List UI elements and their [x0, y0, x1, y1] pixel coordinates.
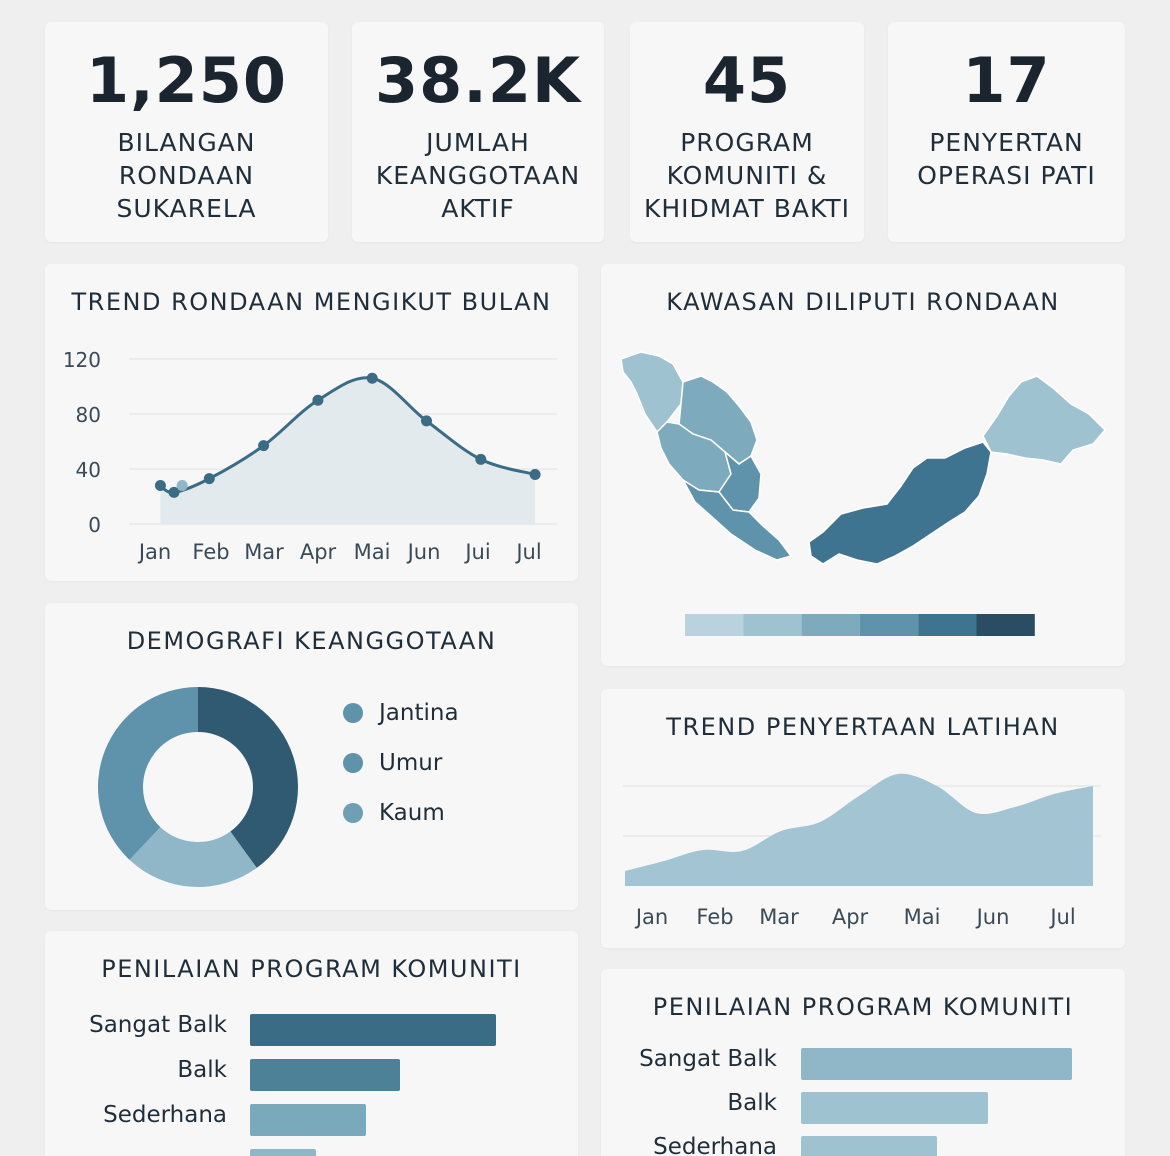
x-tick-label: Apr: [832, 905, 869, 929]
data-point: [154, 480, 166, 491]
legend-dot: [343, 703, 363, 723]
map-region-sabah: [982, 375, 1107, 465]
penilaian-right-card: PENILAIAN PROGRAM KOMUNITI Sangat Balk Ba…: [601, 969, 1125, 1156]
bar-label: Sederhana: [103, 1102, 227, 1128]
card-title: TREND PENYERTAAN LATIHAN: [666, 713, 1060, 741]
penilaian-left-card: PENILAIAN PROGRAM KOMUNITI Sangat Balk Ba…: [45, 931, 578, 1156]
bar-label: Sangat Balk: [89, 1012, 227, 1038]
x-tick-label: Feb: [696, 905, 733, 929]
x-tick-label: Jan: [137, 540, 171, 564]
line-chart: 0 40 80 120 Jan Feb Mar Apr Mai Jun Jui Jul: [63, 348, 557, 564]
bar-label: Balk: [727, 1090, 777, 1116]
malaysia-map: [620, 351, 1107, 636]
bar-label: Balk: [177, 1057, 227, 1083]
donut-chart: [98, 687, 298, 887]
x-tick-label: Jan: [634, 905, 668, 929]
map-color-scale: [685, 614, 1035, 636]
stat-value: 38.2K: [374, 44, 581, 117]
stat-card-operasi: 17 PENYERTAN OPERASI PATI: [888, 22, 1125, 242]
x-tick-label: Apr: [300, 540, 337, 564]
stat-label: PENYERTAN OPERASI PATI: [917, 128, 1096, 190]
legend-dot: [343, 803, 363, 823]
scale-swatch: [685, 614, 744, 636]
bar: [801, 1092, 988, 1124]
stat-value: 45: [702, 44, 792, 117]
data-point: [312, 394, 324, 406]
bar: [250, 1059, 401, 1091]
card-title: PENILAIAN PROGRAM KOMUNITI: [652, 993, 1074, 1021]
data-point: [475, 453, 487, 465]
data-point: [176, 480, 188, 491]
data-point: [529, 469, 541, 480]
donut-slice: [98, 687, 198, 860]
line-area-fill: [160, 377, 536, 524]
demografi-card: DEMOGRAFI KEANGGOTAAN Jantina Umur Kaum: [45, 603, 578, 910]
x-tick-label: Jun: [975, 905, 1010, 929]
data-point: [203, 473, 215, 485]
data-point: [366, 372, 378, 384]
card-title: KAWASAN DILIPUTI RONDAAN: [666, 288, 1060, 316]
stat-card-program: 45 PROGRAM KOMUNITI & KHIDMAT BAKTI: [630, 22, 864, 242]
legend-label: Umur: [379, 750, 443, 776]
y-tick-label: 40: [76, 458, 101, 482]
legend-item: Umur: [343, 750, 442, 776]
scale-swatch: [976, 614, 1035, 636]
legend-dot: [343, 753, 363, 773]
bar-label: Sederhana: [653, 1134, 777, 1156]
bar: [250, 1104, 366, 1136]
peninsular-map: [620, 351, 793, 561]
x-tick-label: Jul: [1048, 905, 1075, 929]
bar: [801, 1048, 1072, 1080]
x-tick-label: Mar: [759, 905, 799, 929]
stat-value: 1,250: [85, 44, 288, 117]
data-point: [421, 415, 432, 427]
kawasan-card: KAWASAN DILIPUTI RONDAAN: [601, 264, 1125, 666]
bar-label: Sangat Balk: [639, 1046, 777, 1072]
card-title: DEMOGRAFI KEANGGOTAAN: [126, 627, 497, 655]
legend-label: Jantina: [379, 700, 459, 726]
area-series: [625, 773, 1093, 886]
x-tick-label: Jui: [463, 540, 490, 564]
scale-swatch: [859, 614, 919, 636]
legend-label: Kaum: [379, 800, 445, 826]
donut-slice: [198, 687, 298, 868]
legend-item: Jantina: [343, 700, 459, 726]
stat-label: JUMLAH KEANGGOTAAN AKTIF: [375, 128, 581, 223]
scale-swatch: [743, 614, 802, 636]
trend-latihan-card: TREND PENYERTAAN LATIHAN Jan Feb Mar Apr Mai…: [601, 689, 1125, 948]
area-chart: Jan Feb Mar Apr Mai Jun Jul: [623, 773, 1101, 929]
map-region-south: [680, 477, 793, 561]
map-region-east: [718, 449, 762, 513]
scale-swatch: [801, 614, 860, 636]
donut-slice: [129, 827, 257, 887]
x-tick-label: Mar: [244, 540, 284, 564]
bar: [801, 1136, 937, 1156]
x-tick-label: Jun: [406, 540, 441, 564]
x-tick-label: Feb: [192, 540, 229, 564]
stat-value: 17: [962, 44, 1051, 117]
y-tick-label: 80: [76, 403, 101, 427]
bar: [250, 1014, 496, 1046]
x-tick-label: Mai: [354, 540, 391, 564]
card-title: PENILAIAN PROGRAM KOMUNITI: [101, 955, 522, 983]
stat-label: PROGRAM KOMUNITI & KHIDMAT BAKTI: [643, 128, 851, 223]
data-point: [258, 440, 270, 452]
data-point: [168, 486, 180, 498]
x-tick-label: Jul: [514, 540, 541, 564]
x-tick-label: Mai: [904, 905, 941, 929]
map-region-north: [620, 351, 684, 434]
stat-card-keanggotaan: 38.2K JUMLAH KEANGGOTAAN AKTIF: [352, 22, 604, 242]
legend-item: Kaum: [343, 800, 445, 826]
card-title: TREND RONDAAN MENGIKUT BULAN: [71, 288, 552, 316]
map-region-sarawak: [808, 441, 992, 565]
stat-label: BILANGAN RONDAAN SUKARELA: [116, 128, 257, 223]
stat-card-rondaan: 1,250 BILANGAN RONDAAN SUKARELA: [45, 22, 328, 242]
y-tick-label: 120: [63, 348, 101, 372]
scale-swatch: [918, 614, 977, 636]
y-tick-label: 0: [88, 513, 101, 537]
trend-rondaan-card: TREND RONDAAN MENGIKUT BULAN 0 40 80 120 Jan…: [45, 264, 578, 581]
bar: [250, 1149, 317, 1156]
